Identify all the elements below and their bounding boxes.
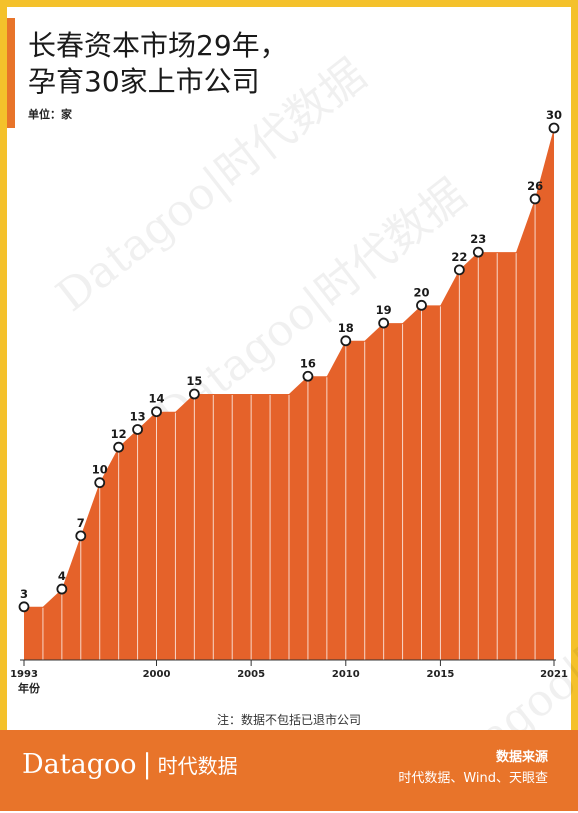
data-label: 12 xyxy=(111,427,127,441)
source-title: 数据来源 xyxy=(495,750,548,765)
data-point-marker xyxy=(18,601,30,613)
data-point-marker xyxy=(416,299,427,311)
source-text: 时代数据、Wind、天眼查 xyxy=(398,771,548,786)
data-point-marker xyxy=(529,193,541,205)
data-label: 26 xyxy=(527,179,543,193)
accent-bar xyxy=(7,18,15,128)
data-label: 15 xyxy=(186,374,202,388)
data-point-marker xyxy=(302,370,314,382)
brand-latin: Datagoo xyxy=(22,749,137,780)
data-label: 22 xyxy=(451,250,467,264)
data-point-marker xyxy=(113,441,125,453)
data-point-marker xyxy=(132,424,143,435)
data-label: 23 xyxy=(470,232,486,246)
title-line-1: 长春资本市场29年， xyxy=(28,29,288,62)
data-label: 3 xyxy=(20,587,28,601)
data-point-marker xyxy=(453,264,465,276)
data-point-marker xyxy=(56,583,68,595)
data-label: 30 xyxy=(546,108,562,122)
page-title: 长春资本市场29年， 孕育30家上市公司 xyxy=(28,28,288,100)
data-label: 14 xyxy=(148,392,164,406)
x-tick-label: 2005 xyxy=(237,669,265,680)
data-point-marker xyxy=(378,317,390,329)
data-point-marker xyxy=(188,388,200,400)
brand-logo: Datagoo | 时代数据 xyxy=(22,749,238,780)
x-tick-label: 1993 xyxy=(10,669,38,680)
data-label: 19 xyxy=(376,303,392,317)
data-point-marker xyxy=(75,530,87,542)
data-label: 13 xyxy=(130,409,146,423)
x-tick-label: 2000 xyxy=(143,669,171,680)
data-label: 16 xyxy=(300,356,316,370)
data-point-marker xyxy=(94,477,106,489)
x-tick-label: 2010 xyxy=(332,669,360,680)
brand-cn: 时代数据 xyxy=(157,754,238,778)
data-point-marker xyxy=(548,122,560,134)
x-axis-unit-label: 年份 xyxy=(18,682,40,695)
data-point-marker xyxy=(472,246,484,258)
x-tick-label: 2021 xyxy=(540,669,568,680)
footer: Datagoo | 时代数据 数据来源 时代数据、Wind、天眼查 xyxy=(0,730,578,811)
data-label: 7 xyxy=(77,516,85,530)
data-label: 20 xyxy=(413,285,429,299)
title-line-2: 孕育30家上市公司 xyxy=(28,65,260,98)
data-label: 4 xyxy=(58,569,66,583)
x-tick-label: 2015 xyxy=(427,669,455,680)
data-point-marker xyxy=(151,406,162,418)
data-label: 10 xyxy=(92,463,108,477)
brand-separator: | xyxy=(142,749,152,780)
footnote: 注：数据不包括已退市公司 xyxy=(216,713,361,727)
data-label: 18 xyxy=(338,321,354,335)
unit-label: 单位：家 xyxy=(28,108,72,121)
data-point-marker xyxy=(340,335,352,347)
